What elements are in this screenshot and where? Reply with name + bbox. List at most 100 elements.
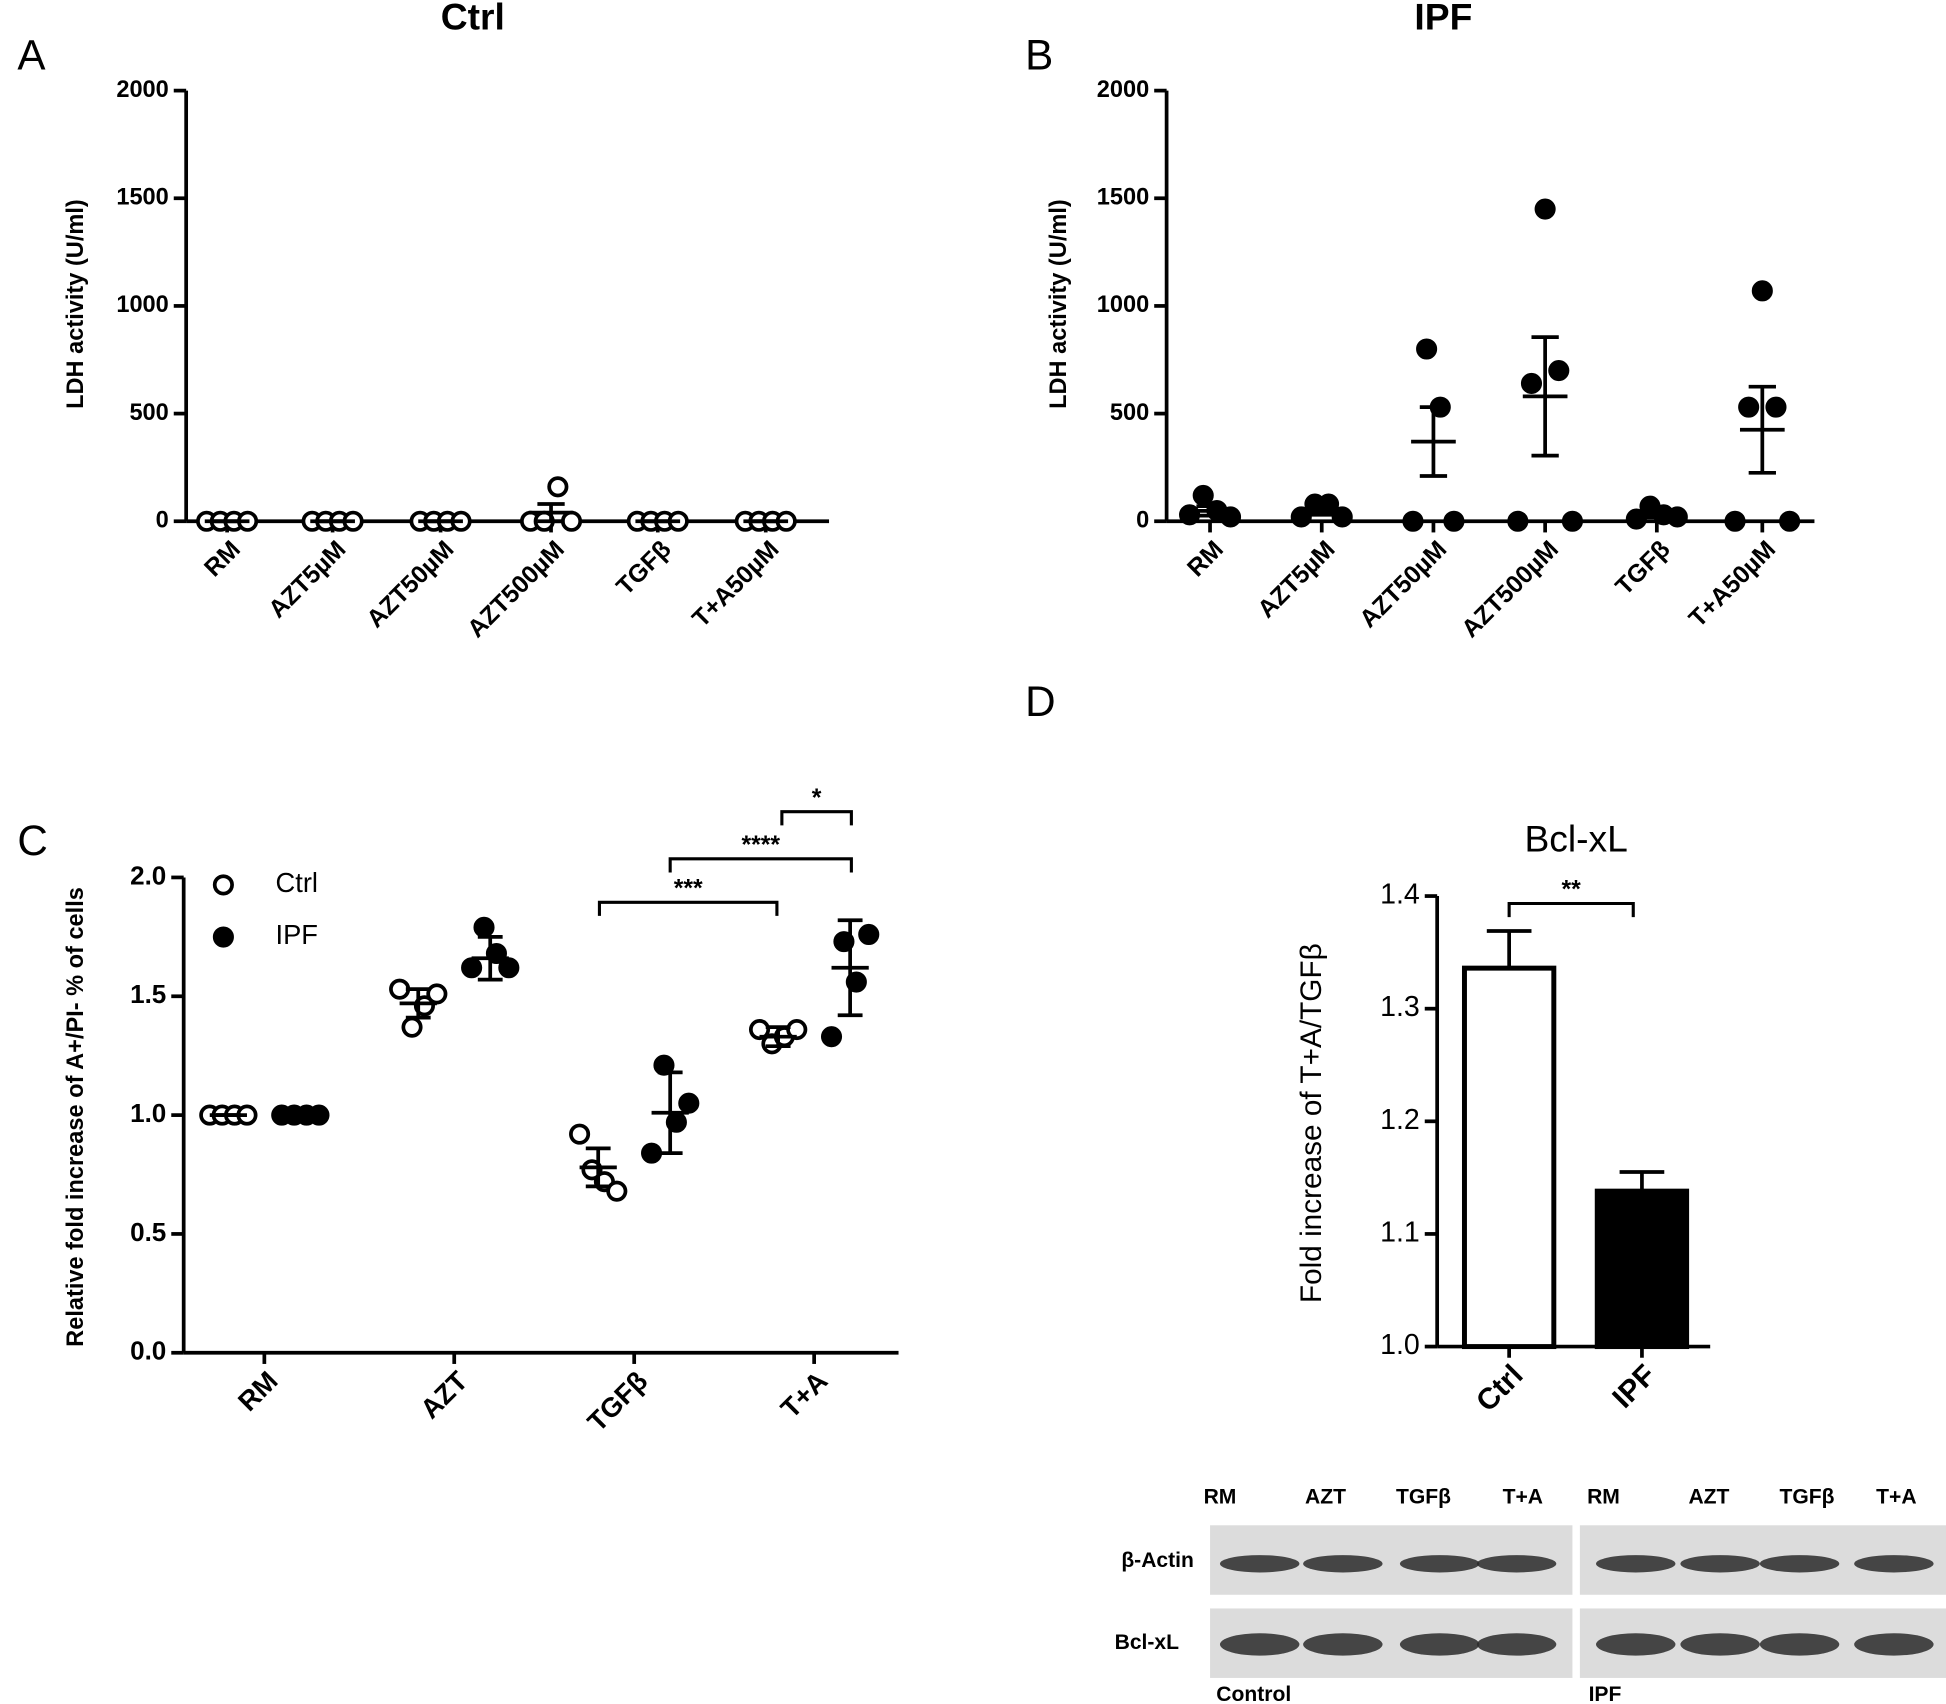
x-tick-label: TGFβ <box>612 536 677 601</box>
significance-bracket <box>668 857 853 873</box>
x-tick-label: T+A50µM <box>688 536 785 633</box>
lane-label: AZT <box>1305 1486 1346 1509</box>
data-point <box>547 476 569 498</box>
blot-band <box>1399 1555 1480 1573</box>
lane-label: RM <box>1204 1486 1237 1509</box>
data-point <box>1751 280 1773 302</box>
significance-label: *** <box>674 875 703 902</box>
y-axis-label: LDH activity (U/ml) <box>62 199 88 409</box>
legend-label: IPF <box>276 919 318 950</box>
data-point <box>1779 510 1801 532</box>
y-tick-label: 500 <box>129 399 168 425</box>
blot-band <box>1596 1633 1676 1656</box>
significance-label: **** <box>741 832 780 859</box>
blot-band <box>1303 1633 1383 1656</box>
legend-label: Ctrl <box>276 867 318 898</box>
data-point <box>401 1016 423 1038</box>
data-point <box>569 1123 591 1145</box>
x-tick-label: T+A50µM <box>1684 536 1781 633</box>
blot-band <box>1399 1633 1480 1656</box>
blot-band <box>1476 1633 1557 1656</box>
y-tick-label: 2.0 <box>130 860 166 890</box>
x-tick-label: T+A <box>774 1365 833 1424</box>
panel-letter: B <box>1025 31 1053 78</box>
y-tick-label: 1.2 <box>1380 1104 1420 1136</box>
x-tick-label: AZT <box>414 1365 474 1425</box>
panel-letter: C <box>17 817 47 864</box>
blot-band <box>1680 1633 1760 1656</box>
blot-band <box>1680 1555 1760 1573</box>
panel-letter: A <box>17 31 46 78</box>
y-tick-label: 0 <box>156 506 169 532</box>
blot-band <box>1759 1633 1840 1656</box>
data-point <box>1534 198 1556 220</box>
x-tick-label: AZT50µM <box>1355 536 1452 633</box>
row-label: β-Actin <box>1121 1549 1194 1572</box>
x-tick-label: AZT5µM <box>1253 536 1341 624</box>
y-tick-label: 500 <box>1110 399 1149 425</box>
data-point <box>858 923 880 946</box>
group-label: Control <box>1216 1683 1291 1704</box>
bar <box>1461 965 1557 1350</box>
data-point <box>606 1180 628 1202</box>
data-point <box>1416 338 1438 360</box>
y-tick-label: 1.1 <box>1380 1216 1420 1248</box>
bar <box>1594 1188 1690 1350</box>
y-tick-label: 0 <box>1136 506 1149 532</box>
x-tick-label: AZT5µM <box>264 536 352 624</box>
lane-label: TGFβ <box>1396 1486 1451 1509</box>
data-point <box>560 510 583 532</box>
blot-band <box>1759 1555 1840 1573</box>
data-point <box>820 1026 843 1048</box>
blot-band <box>1476 1555 1557 1573</box>
data-point <box>389 978 411 1000</box>
significance-bracket <box>1507 901 1635 918</box>
lane-label: T+A <box>1876 1486 1916 1509</box>
row-label: Bcl-xL <box>1115 1631 1180 1654</box>
y-axis-label: Relative fold increase of A+/PI- % of ce… <box>62 887 88 1347</box>
y-tick-label: 2000 <box>116 76 168 102</box>
y-tick-label: 1.0 <box>130 1098 166 1128</box>
data-point <box>1561 510 1583 532</box>
data-point <box>1765 396 1787 418</box>
y-axis-label: Fold increase of T+A/TGFβ <box>1295 943 1328 1303</box>
x-tick-label: RM <box>200 536 246 582</box>
x-tick-label: AZT500µM <box>1457 536 1564 643</box>
y-tick-label: 1.4 <box>1380 879 1420 911</box>
x-tick-label: TGFβ <box>1611 536 1676 601</box>
x-tick-label: AZT50µM <box>362 536 459 633</box>
chart-title: Ctrl <box>441 0 505 38</box>
chart-title: IPF <box>1414 0 1472 38</box>
data-point <box>1548 359 1570 382</box>
lane-label: T+A <box>1503 1486 1543 1509</box>
significance-bracket <box>597 900 779 916</box>
data-point <box>1666 506 1688 528</box>
chart-title: Bcl-xL <box>1524 817 1627 859</box>
lane-label: RM <box>1587 1486 1620 1509</box>
blot-band <box>1854 1555 1934 1573</box>
data-point <box>426 983 448 1005</box>
y-tick-label: 2000 <box>1097 76 1149 102</box>
lane-label: TGFβ <box>1779 1486 1834 1509</box>
group-label: IPF <box>1589 1683 1622 1704</box>
data-point <box>1443 510 1465 532</box>
panel-letter: D <box>1025 678 1055 725</box>
data-point <box>678 1092 700 1114</box>
blot-band <box>1596 1555 1676 1573</box>
data-point <box>1179 504 1201 526</box>
blot-band <box>1219 1633 1300 1656</box>
data-point <box>498 957 520 979</box>
data-point <box>461 957 483 979</box>
y-tick-label: 1500 <box>116 184 168 210</box>
significance-bracket <box>780 810 853 826</box>
data-point <box>1192 484 1214 506</box>
data-point <box>1402 510 1424 532</box>
data-point <box>641 1142 663 1164</box>
data-point <box>1738 396 1760 418</box>
significance-label: * <box>812 785 822 812</box>
y-tick-label: 1500 <box>1097 184 1149 210</box>
legend-marker <box>212 874 234 896</box>
lane-label: AZT <box>1688 1486 1729 1509</box>
